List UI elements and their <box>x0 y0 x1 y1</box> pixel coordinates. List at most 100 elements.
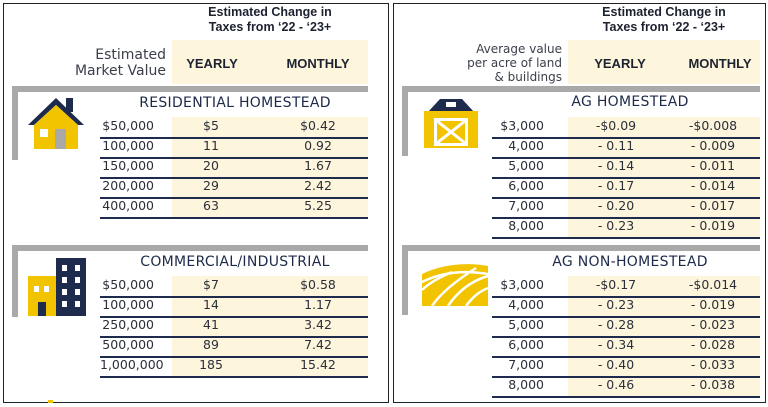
monthly-cell: 15.42 <box>300 357 336 372</box>
left-header-title: Estimated Change in Taxes from ‘22 - ‘23… <box>172 5 368 35</box>
table-row: 200,000 29 2.42 <box>100 177 368 199</box>
yearly-cell: 14 <box>203 297 219 312</box>
table-row: 4,000 - 0.23 - 0.019 <box>492 296 760 318</box>
yearly-cell: -$0.17 <box>595 277 637 292</box>
right-header-line1: Estimated Change in <box>602 5 726 19</box>
field-icon <box>421 264 489 307</box>
monthly-cell: - 0.014 <box>690 178 736 193</box>
agh-band <box>402 86 760 92</box>
value-cell: $50,000 <box>102 118 154 133</box>
monthly-cell: 3.42 <box>304 317 332 332</box>
gold-dot <box>48 400 53 403</box>
monthly-cell: 5.25 <box>304 198 332 213</box>
value-cell: 5,000 <box>508 158 544 173</box>
yearly-cell: - 0.11 <box>597 138 635 153</box>
left-header-line1: Estimated Change in <box>208 5 332 19</box>
buildings-icon <box>28 258 86 316</box>
yearly-cell: 89 <box>203 337 219 352</box>
house-icon <box>28 98 84 149</box>
value-cell: 100,000 <box>102 297 154 312</box>
yearly-cell: - 0.23 <box>597 218 635 233</box>
table-row: 1,000,000 185 15.42 <box>100 356 368 378</box>
value-cell: 100,000 <box>102 138 154 153</box>
table-row: 250,000 41 3.42 <box>100 316 368 338</box>
com-title: COMMERCIAL/INDUSTRIAL <box>140 254 330 270</box>
left-header-line2: Taxes from ‘22 - ‘23+ <box>208 20 332 34</box>
value-cell: 500,000 <box>102 337 154 352</box>
yearly-cell: $5 <box>203 118 219 133</box>
right-row-label-line1: Average value <box>476 42 562 56</box>
yearly-cell: -$0.09 <box>595 118 637 133</box>
agh-title: AG HOMESTEAD <box>571 94 689 110</box>
table-row: 150,000 20 1.67 <box>100 157 368 179</box>
agn-title: AG NON-HOMESTEAD <box>552 254 708 270</box>
yearly-cell: $7 <box>203 277 219 292</box>
yearly-cell: 11 <box>203 138 219 153</box>
value-cell: 1,000,000 <box>100 357 164 372</box>
value-cell: 7,000 <box>508 198 544 213</box>
monthly-cell: -$0.014 <box>688 277 738 292</box>
yearly-cell: 185 <box>199 357 223 372</box>
yearly-cell: 41 <box>203 317 219 332</box>
value-cell: 7,000 <box>508 357 544 372</box>
table-row: 100,000 14 1.17 <box>100 296 368 318</box>
left-row-label: Estimated Market Value <box>40 47 166 79</box>
monthly-cell: - 0.019 <box>690 218 736 233</box>
monthly-cell: -$0.008 <box>688 118 738 133</box>
monthly-cell: - 0.033 <box>690 357 736 372</box>
table-row: $3,000 -$0.09 -$0.008 <box>492 117 760 139</box>
value-cell: $3,000 <box>500 118 544 133</box>
value-cell: 200,000 <box>102 178 154 193</box>
yearly-cell: - 0.46 <box>597 377 635 392</box>
right-header-cream <box>568 40 760 84</box>
table-row: 5,000 - 0.14 - 0.011 <box>492 157 760 179</box>
agn-band-side <box>402 245 408 315</box>
res-band <box>12 86 368 92</box>
monthly-cell: - 0.038 <box>690 377 736 392</box>
monthly-cell: 1.67 <box>304 158 332 173</box>
res-band-side <box>12 86 18 160</box>
left-row-label-line2: Market Value <box>74 63 166 79</box>
monthly-cell: - 0.019 <box>690 297 736 312</box>
value-cell: 5,000 <box>508 317 544 332</box>
left-header-cream <box>172 40 368 84</box>
com-band-side <box>12 245 18 317</box>
left-col-yearly: YEARLY <box>186 56 238 71</box>
table-row: $50,000 $5 $0.42 <box>100 117 368 139</box>
yearly-cell: - 0.34 <box>597 337 635 352</box>
value-cell: 4,000 <box>508 297 544 312</box>
value-cell: 8,000 <box>508 377 544 392</box>
yearly-cell: - 0.28 <box>597 317 635 332</box>
value-cell: 6,000 <box>508 178 544 193</box>
value-cell: $3,000 <box>500 277 544 292</box>
table-row: 8,000 - 0.23 - 0.019 <box>492 217 760 239</box>
left-col-monthly: MONTHLY <box>286 56 350 71</box>
left-com-cream <box>172 276 368 376</box>
com-band <box>12 245 368 251</box>
left-row-label-line1: Estimated <box>95 47 166 63</box>
table-row: 7,000 - 0.20 - 0.017 <box>492 197 760 219</box>
right-row-label-line2: per acre of land <box>467 56 562 70</box>
monthly-cell: 2.42 <box>304 178 332 193</box>
table-row: 100,000 11 0.92 <box>100 137 368 159</box>
value-cell: 6,000 <box>508 337 544 352</box>
yearly-cell: 29 <box>203 178 219 193</box>
yearly-cell: - 0.20 <box>597 198 635 213</box>
monthly-cell: - 0.009 <box>690 138 736 153</box>
res-title: RESIDENTIAL HOMESTEAD <box>139 95 331 111</box>
monthly-cell: 7.42 <box>304 337 332 352</box>
yearly-cell: - 0.23 <box>597 297 635 312</box>
agh-band-side <box>402 86 408 156</box>
right-row-label: Average value per acre of land & buildin… <box>440 42 562 84</box>
table-row: 5,000 - 0.28 - 0.023 <box>492 316 760 338</box>
yearly-cell: 63 <box>203 198 219 213</box>
yearly-cell: 20 <box>203 158 219 173</box>
value-cell: 150,000 <box>102 158 154 173</box>
value-cell: 250,000 <box>102 317 154 332</box>
value-cell: 400,000 <box>102 198 154 213</box>
right-header-line2: Taxes from ‘22 - ‘23+ <box>602 20 726 34</box>
right-col-monthly: MONTHLY <box>688 56 752 71</box>
left-res-cream <box>172 117 368 217</box>
value-cell: 8,000 <box>508 218 544 233</box>
monthly-cell: - 0.017 <box>690 198 736 213</box>
